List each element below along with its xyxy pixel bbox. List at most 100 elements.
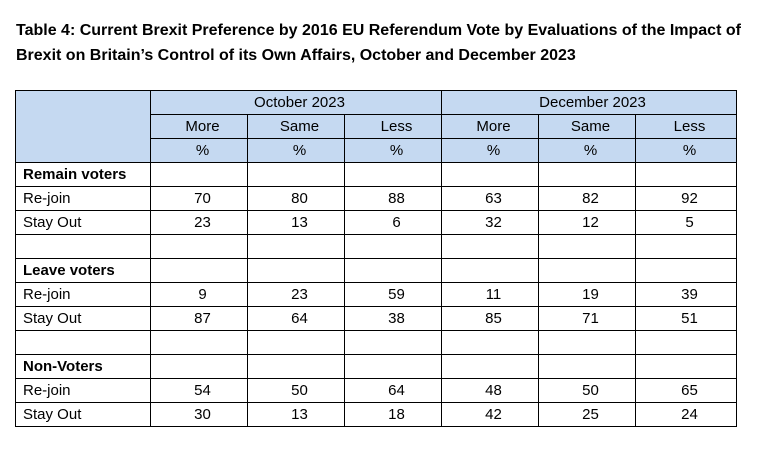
table-row: Re-join 9 23 59 11 19 39 — [15, 282, 738, 307]
spacer-row — [15, 234, 738, 259]
row-label: Stay Out — [15, 306, 151, 331]
empty-cell — [247, 258, 345, 283]
value-cell: 19 — [538, 282, 636, 307]
period-header-row: October 2023 December 2023 — [15, 90, 738, 163]
unit-cell: % — [441, 138, 539, 163]
evaluation-header: More — [150, 114, 248, 139]
row-label: Re-join — [15, 282, 151, 307]
empty-cell — [441, 330, 539, 355]
period-october: October 2023 — [150, 90, 442, 115]
value-cell: 25 — [538, 402, 636, 427]
value-cell: 39 — [634, 282, 738, 307]
table-header: October 2023 December 2023 More Same Les… — [15, 90, 738, 163]
value-cell: 13 — [247, 402, 345, 427]
empty-cell — [344, 162, 442, 187]
empty-cell — [634, 258, 738, 283]
value-cell: 82 — [538, 186, 636, 211]
value-cell: 70 — [150, 186, 248, 211]
table-row: Stay Out 23 13 6 32 12 5 — [15, 210, 738, 235]
empty-cell — [634, 234, 738, 259]
value-cell: 24 — [634, 402, 738, 427]
unit-cell: % — [150, 138, 248, 163]
value-cell: 54 — [150, 378, 248, 403]
evaluation-header: More — [441, 114, 539, 139]
value-cell: 92 — [634, 186, 738, 211]
period-december: December 2023 — [440, 90, 738, 115]
unit-cell: % — [538, 138, 636, 163]
empty-cell — [247, 234, 345, 259]
unit-cell: % — [634, 138, 738, 163]
empty-cell — [538, 234, 636, 259]
value-cell: 65 — [634, 378, 738, 403]
value-cell: 50 — [538, 378, 636, 403]
empty-cell — [150, 258, 248, 283]
group-row: Leave voters — [15, 258, 738, 283]
empty-cell — [441, 354, 539, 379]
empty-cell — [538, 162, 636, 187]
empty-cell — [247, 162, 345, 187]
unit-header-row: % % % % % % — [16, 138, 738, 163]
value-cell: 30 — [150, 402, 248, 427]
empty-cell — [634, 162, 738, 187]
value-cell: 32 — [441, 210, 539, 235]
table-body: Remain voters Re-join 70 80 88 63 82 92 Stay Out… — [15, 162, 738, 427]
empty-cell — [634, 354, 738, 379]
value-cell: 18 — [344, 402, 442, 427]
row-label: Stay Out — [15, 402, 151, 427]
table-caption: Table 4: Current Brexit Preference by 20… — [16, 22, 741, 64]
empty-cell — [247, 330, 345, 355]
value-cell: 5 — [634, 210, 738, 235]
empty-cell — [344, 330, 442, 355]
evaluation-header: Less — [634, 114, 738, 139]
group-row: Remain voters — [15, 162, 738, 187]
empty-cell — [150, 330, 248, 355]
empty-cell — [634, 330, 738, 355]
empty-cell — [538, 330, 636, 355]
value-cell: 85 — [441, 306, 539, 331]
empty-cell — [344, 234, 442, 259]
row-label: Re-join — [15, 378, 151, 403]
empty-cell — [150, 234, 248, 259]
brexit-preference-table: October 2023 December 2023 More Same Les… — [15, 90, 738, 427]
value-cell: 71 — [538, 306, 636, 331]
table-row: Stay Out 87 64 38 85 71 51 — [15, 306, 738, 331]
group-label: Remain voters — [15, 162, 151, 187]
value-cell: 51 — [634, 306, 738, 331]
empty-cell — [247, 354, 345, 379]
evaluation-header: Same — [538, 114, 636, 139]
spacer-row — [15, 330, 738, 355]
empty-cell — [344, 354, 442, 379]
value-cell: 23 — [150, 210, 248, 235]
value-cell: 87 — [150, 306, 248, 331]
value-cell: 9 — [150, 282, 248, 307]
table-row: Re-join 70 80 88 63 82 92 — [15, 186, 738, 211]
empty-cell — [150, 162, 248, 187]
value-cell: 64 — [344, 378, 442, 403]
empty-cell — [441, 234, 539, 259]
group-label: Non-Voters — [15, 354, 151, 379]
empty-cell — [15, 330, 151, 355]
empty-cell — [538, 354, 636, 379]
value-cell: 48 — [441, 378, 539, 403]
empty-cell — [441, 258, 539, 283]
value-cell: 59 — [344, 282, 442, 307]
value-cell: 80 — [247, 186, 345, 211]
row-label: Re-join — [15, 186, 151, 211]
evaluation-header-row: More Same Less More Same Less — [16, 114, 738, 139]
value-cell: 42 — [441, 402, 539, 427]
value-cell: 11 — [441, 282, 539, 307]
table-row: Stay Out 30 13 18 42 25 24 — [15, 402, 738, 427]
corner-cell — [15, 90, 151, 163]
value-cell: 6 — [344, 210, 442, 235]
value-cell: 38 — [344, 306, 442, 331]
unit-cell: % — [344, 138, 442, 163]
value-cell: 64 — [247, 306, 345, 331]
evaluation-header: Less — [344, 114, 442, 139]
unit-cell: % — [247, 138, 345, 163]
empty-cell — [538, 258, 636, 283]
value-cell: 12 — [538, 210, 636, 235]
value-cell: 88 — [344, 186, 442, 211]
value-cell: 63 — [441, 186, 539, 211]
group-label: Leave voters — [15, 258, 151, 283]
empty-cell — [15, 234, 151, 259]
